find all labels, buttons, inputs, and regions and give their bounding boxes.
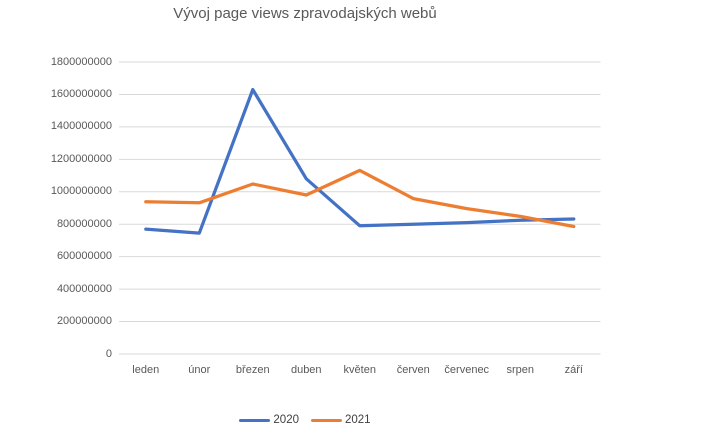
y-axis-label: 1400000000 — [50, 120, 112, 133]
chart-title: Vývoj page views zpravodajských webů — [173, 5, 437, 22]
x-axis-label: březen — [235, 364, 270, 376]
y-axis-label: 1600000000 — [50, 87, 112, 100]
x-axis-label: srpen — [506, 364, 535, 376]
legend-swatch-2020 — [239, 418, 271, 422]
legend-swatch-2021 — [311, 418, 342, 422]
y-axis-label: 600000000 — [56, 250, 112, 263]
legend-label-2020: 2020 — [273, 414, 299, 426]
series-lines — [144, 87, 576, 235]
legend: 2020 2021 — [0, 414, 610, 426]
y-axis-label: 0 — [105, 347, 112, 360]
legend-label-2021: 2021 — [345, 414, 371, 426]
x-axis-label: červen — [396, 364, 430, 376]
gridlines — [119, 61, 601, 355]
x-axis-label: leden — [132, 364, 160, 376]
x-axis-label: září — [564, 364, 583, 376]
x-axis-label: únor — [188, 364, 211, 376]
series-line-2020 — [144, 87, 576, 235]
legend-item-2021: 2021 — [311, 414, 371, 426]
x-axis-label: květen — [343, 364, 376, 376]
y-axis-label: 1000000000 — [50, 185, 112, 198]
y-axis-label: 400000000 — [56, 282, 112, 295]
y-axis-label: 1800000000 — [50, 55, 112, 68]
series-line-2021 — [144, 168, 576, 229]
y-axis-label: 800000000 — [56, 217, 112, 230]
legend-item-2020: 2020 — [239, 414, 299, 426]
y-axis-label: 200000000 — [56, 315, 112, 328]
x-axis-label: duben — [290, 364, 322, 376]
x-axis-label: červenec — [444, 364, 490, 376]
y-axis-label: 1200000000 — [50, 152, 112, 165]
